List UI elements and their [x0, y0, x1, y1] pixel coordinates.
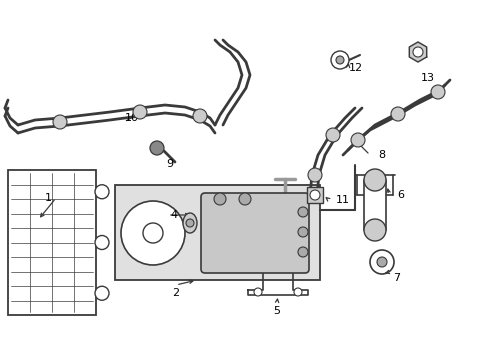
Text: 12: 12: [348, 63, 362, 73]
Circle shape: [193, 109, 206, 123]
Circle shape: [95, 185, 109, 199]
Bar: [306, 187, 323, 203]
Circle shape: [297, 207, 307, 217]
Circle shape: [325, 128, 339, 142]
Text: 1: 1: [44, 193, 51, 203]
Circle shape: [363, 169, 385, 191]
Circle shape: [185, 219, 194, 227]
Bar: [8, 170, 96, 315]
Circle shape: [121, 201, 184, 265]
Text: 6: 6: [397, 190, 404, 200]
Text: 3: 3: [144, 225, 151, 235]
Text: 13: 13: [420, 73, 434, 83]
Text: 5: 5: [273, 306, 280, 316]
Circle shape: [150, 141, 163, 155]
Circle shape: [412, 47, 422, 57]
Circle shape: [335, 56, 343, 64]
Circle shape: [430, 85, 444, 99]
Circle shape: [214, 193, 225, 205]
FancyBboxPatch shape: [201, 193, 308, 273]
Text: 9: 9: [166, 159, 173, 169]
Text: 4: 4: [170, 210, 177, 220]
Circle shape: [350, 133, 364, 147]
Circle shape: [95, 235, 109, 249]
Circle shape: [330, 51, 348, 69]
Circle shape: [53, 115, 67, 129]
FancyBboxPatch shape: [115, 185, 319, 280]
Bar: [363, 180, 385, 230]
Circle shape: [363, 219, 385, 241]
Circle shape: [376, 257, 386, 267]
Circle shape: [95, 286, 109, 300]
Circle shape: [142, 223, 163, 243]
Text: 10: 10: [125, 113, 139, 123]
Text: 7: 7: [393, 273, 400, 283]
Circle shape: [297, 227, 307, 237]
Circle shape: [307, 168, 321, 182]
Circle shape: [239, 193, 250, 205]
Circle shape: [369, 250, 393, 274]
Circle shape: [253, 288, 262, 296]
Ellipse shape: [183, 213, 197, 233]
Polygon shape: [408, 42, 426, 62]
Text: 11: 11: [335, 195, 349, 205]
Circle shape: [390, 107, 404, 121]
Circle shape: [293, 288, 302, 296]
Text: 8: 8: [378, 150, 385, 160]
Text: 2: 2: [172, 288, 179, 298]
Circle shape: [309, 190, 319, 200]
Circle shape: [133, 105, 147, 119]
Circle shape: [297, 247, 307, 257]
